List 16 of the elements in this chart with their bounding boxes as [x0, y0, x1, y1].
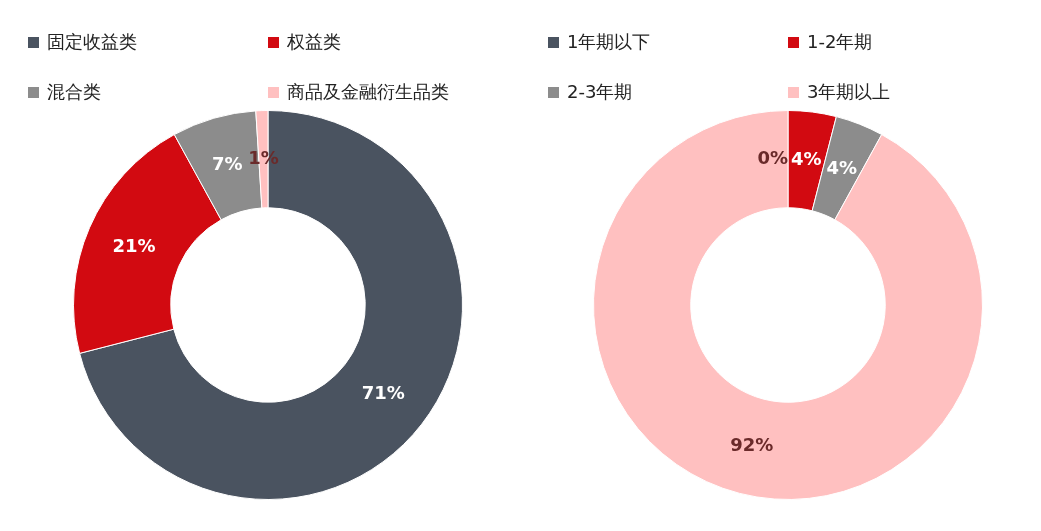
text: 0%: [757, 146, 788, 168]
legend-label: 混合类: [47, 80, 101, 104]
data-label: 4%: [826, 157, 857, 179]
data-label: 92%: [730, 433, 774, 455]
data-label: 4%: [791, 147, 822, 169]
legend-label: 1-2年期: [807, 30, 873, 54]
data-label: 21%: [112, 234, 156, 256]
legend-label: 商品及金融衍生品类: [287, 80, 449, 104]
legend-label: 固定收益类: [47, 30, 137, 54]
data-label: 7%: [212, 152, 243, 174]
legend-label: 1年期以下: [567, 30, 651, 54]
legend-label: 权益类: [287, 30, 341, 54]
legend-label: 2-3年期: [567, 80, 633, 104]
legend-label: 3年期以上: [807, 80, 891, 104]
data-label: 1%: [248, 146, 279, 168]
data-label: 71%: [361, 382, 405, 404]
